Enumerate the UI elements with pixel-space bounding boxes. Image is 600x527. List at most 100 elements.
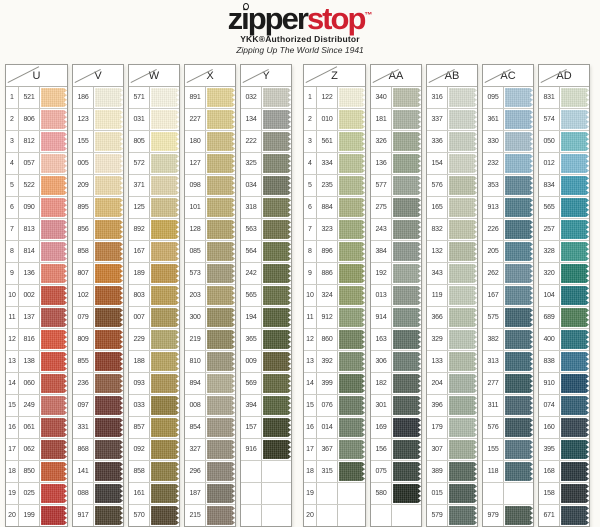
- swatch-cell: [40, 373, 67, 394]
- color-code: 062: [19, 439, 40, 460]
- color-code: 158: [539, 483, 560, 504]
- fabric-swatch: [263, 440, 291, 459]
- color-code: 814: [19, 241, 40, 262]
- fabric-swatch: [393, 242, 421, 261]
- swatch-cell: [206, 131, 235, 152]
- fabric-swatch: [151, 352, 179, 371]
- color-code: 334: [317, 153, 338, 174]
- swatch-row: [241, 483, 291, 505]
- swatch-cell: [94, 219, 123, 240]
- color-code: 389: [427, 461, 448, 482]
- color-code: 128: [185, 219, 206, 240]
- swatch-row: 307: [427, 439, 477, 461]
- swatch-cell: [150, 153, 179, 174]
- color-code: 914: [371, 307, 392, 328]
- swatch-row: 810: [185, 351, 235, 373]
- color-code: 277: [483, 373, 504, 394]
- fabric-swatch: [393, 352, 421, 371]
- color-column-W: W 571 031 805 572 371 125 892 167 189 803 007 229 188…: [128, 64, 180, 527]
- swatch-row: 007: [129, 307, 179, 329]
- row-number: 11: [304, 307, 317, 328]
- swatch-row: 854: [185, 417, 235, 439]
- color-code: 910: [539, 373, 560, 394]
- color-code: 579: [427, 505, 448, 526]
- swatch-row: 16 061: [6, 417, 67, 439]
- swatch-cell: [40, 483, 67, 504]
- color-code: 167: [483, 285, 504, 306]
- swatch-cell: [392, 109, 421, 130]
- column-letter-label: X: [206, 69, 214, 82]
- color-code: 916: [241, 439, 262, 460]
- fabric-swatch: [95, 242, 123, 261]
- swatch-row: 163: [371, 329, 421, 351]
- swatch-row: 19: [304, 483, 365, 505]
- swatch-cell: [448, 417, 477, 438]
- fabric-swatch: [207, 330, 235, 349]
- color-code: 095: [483, 87, 504, 108]
- swatch-row: 894: [185, 373, 235, 395]
- swatch-row: 318: [241, 197, 291, 219]
- swatch-cell: [150, 483, 179, 504]
- fabric-swatch: [207, 484, 235, 503]
- swatch-row: 118: [483, 461, 533, 483]
- swatch-row: 033: [129, 395, 179, 417]
- color-code: 365: [241, 329, 262, 350]
- swatch-cell: [94, 461, 123, 482]
- swatch-row: 169: [371, 417, 421, 439]
- color-code: 179: [427, 417, 448, 438]
- swatch-cell: [262, 373, 291, 394]
- swatch-cell: [262, 351, 291, 372]
- swatch-row: 16 014: [304, 417, 365, 439]
- fabric-swatch: [449, 330, 477, 349]
- color-code: 102: [73, 285, 94, 306]
- color-code: 137: [19, 307, 40, 328]
- swatch-cell: [150, 417, 179, 438]
- swatch-cell: [392, 461, 421, 482]
- fabric-swatch: [505, 132, 533, 151]
- color-code: 104: [539, 285, 560, 306]
- swatch-row: 895: [73, 197, 123, 219]
- swatch-cell: [206, 241, 235, 262]
- fabric-swatch: [505, 242, 533, 261]
- swatch-cell: [392, 417, 421, 438]
- swatch-cell: [392, 87, 421, 108]
- fabric-swatch: [95, 352, 123, 371]
- swatch-row: 167: [483, 285, 533, 307]
- fabric-swatch: [505, 198, 533, 217]
- color-code: 563: [241, 219, 262, 240]
- swatch-cell: [94, 87, 123, 108]
- color-column-Z: Z 1 122 2 010 3 561 4 334 5 235 6 884 7 323 8 896 9 886 10 3…: [303, 64, 366, 527]
- swatch-row: 12 860: [304, 329, 365, 351]
- fabric-swatch: [41, 396, 67, 415]
- color-code: [317, 483, 338, 504]
- swatch-row: 17 367: [304, 439, 365, 461]
- fabric-swatch: [151, 176, 179, 195]
- color-code: 575: [483, 307, 504, 328]
- swatch-row: 913: [483, 197, 533, 219]
- color-code: 331: [73, 417, 94, 438]
- swatch-row: [483, 483, 533, 505]
- swatch-row: 329: [427, 329, 477, 351]
- fabric-swatch: [41, 286, 67, 305]
- color-code: 097: [73, 395, 94, 416]
- color-code: 186: [73, 87, 94, 108]
- row-number: 1: [6, 87, 19, 108]
- swatch-row: 3 812: [6, 131, 67, 153]
- fabric-swatch: [339, 330, 365, 349]
- swatch-row: 7 323: [304, 219, 365, 241]
- color-code: 917: [73, 505, 94, 526]
- swatch-row: 215: [185, 505, 235, 526]
- fabric-swatch: [505, 440, 533, 459]
- swatch-cell: [338, 241, 365, 262]
- color-column-U: U 1 521 2 806 3 812 4 057 5 522 6 090 7 813 8 814 9 136 10 0…: [5, 64, 68, 527]
- fabric-swatch: [561, 154, 589, 173]
- fabric-swatch: [95, 110, 123, 129]
- color-code: 163: [371, 329, 392, 350]
- color-code: 015: [427, 483, 448, 504]
- fabric-swatch: [449, 418, 477, 437]
- swatch-row: 136: [371, 153, 421, 175]
- fabric-swatch: [95, 264, 123, 283]
- swatch-row: 689: [539, 307, 589, 329]
- fabric-swatch: [263, 374, 291, 393]
- color-code: 229: [129, 329, 150, 350]
